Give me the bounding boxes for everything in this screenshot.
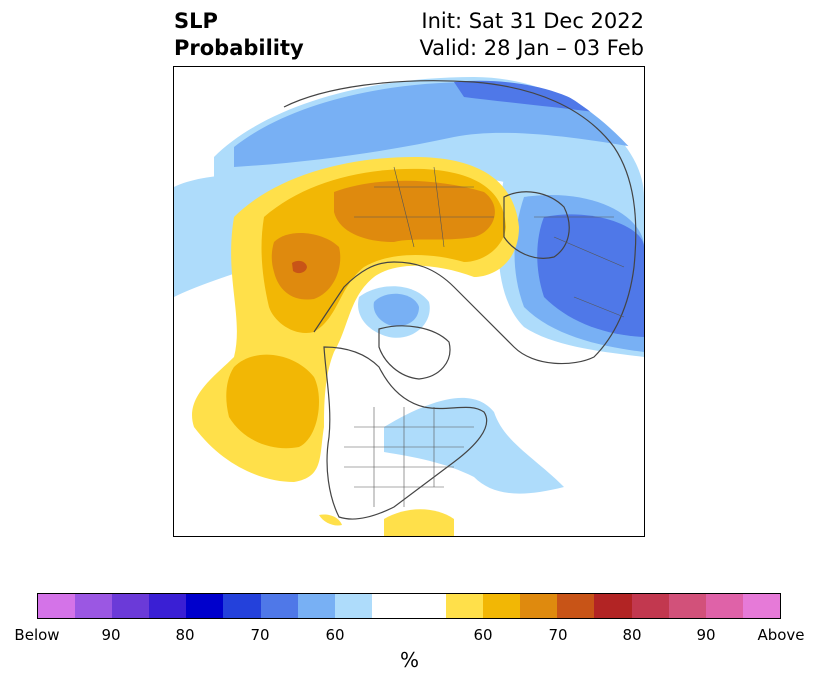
- forecast-dates: Init: Sat 31 Dec 2022 Valid: 28 Jan – 03…: [419, 8, 644, 62]
- below-normal-70-east: [537, 214, 644, 337]
- colorbar-tick-label: 60: [473, 626, 493, 644]
- title-line-1: SLP: [174, 9, 218, 33]
- colorbar-segment: [186, 594, 224, 618]
- colorbar-tick-label: Below: [14, 626, 60, 644]
- colorbar-tick-label: 60: [325, 626, 345, 644]
- colorbar-tick-label: 70: [548, 626, 568, 644]
- colorbar-segment: [112, 594, 150, 618]
- init-date: Init: Sat 31 Dec 2022: [421, 9, 644, 33]
- state-borders: [344, 407, 474, 507]
- probability-colorbar: [37, 593, 781, 619]
- above-normal-region-small: [319, 514, 342, 526]
- colorbar-segment: [557, 594, 595, 618]
- above-normal-70-siberia: [334, 180, 495, 242]
- map-title: SLP Probability: [174, 8, 304, 62]
- coastline-greenland: [378, 325, 451, 380]
- colorbar-segment: [371, 594, 447, 618]
- colorbar-segment: [297, 594, 335, 618]
- colorbar-unit-label: %: [399, 648, 419, 672]
- colorbar-segment: [594, 594, 632, 618]
- colorbar-segment: [38, 594, 76, 618]
- colorbar-tick-label: 70: [250, 626, 270, 644]
- country-borders: [354, 166, 625, 318]
- colorbar-segment: [446, 594, 484, 618]
- below-normal-region-atlantic: [384, 397, 564, 494]
- coastline-europe: [503, 191, 570, 259]
- colorbar-segment: [668, 594, 706, 618]
- colorbar-tick-label: Above: [757, 626, 805, 644]
- colorbar-segment: [75, 594, 113, 618]
- colorbar-segment: [334, 594, 372, 618]
- coastline-eurasia: [283, 80, 637, 365]
- below-normal-60-pole: [373, 293, 419, 327]
- colorbar-segment: [742, 594, 780, 618]
- map-canvas: [174, 77, 644, 536]
- colorbar-segment: [520, 594, 558, 618]
- colorbar-segment: [260, 594, 298, 618]
- colorbar-tick-label: 80: [175, 626, 195, 644]
- colorbar-segment: [149, 594, 187, 618]
- colorbar-ticks: Below 90 80 70 60 60 70 80 90 Above: [0, 626, 819, 646]
- valid-range: Valid: 28 Jan – 03 Feb: [419, 36, 644, 60]
- above-normal-60-pacific: [226, 354, 319, 449]
- colorbar-tick-label: 80: [622, 626, 642, 644]
- title-line-2: Probability: [174, 36, 304, 60]
- colorbar-tick-label: 90: [101, 626, 121, 644]
- colorbar-tick-label: 90: [696, 626, 716, 644]
- colorbar-segment: [631, 594, 669, 618]
- below-normal-70-north: [454, 80, 594, 112]
- probability-map: [173, 66, 645, 537]
- above-normal-80-spot: [292, 260, 307, 274]
- colorbar-segment: [223, 594, 261, 618]
- coastline-north-america: [323, 346, 488, 520]
- above-normal-region-south: [384, 509, 454, 536]
- colorbar-segment: [705, 594, 743, 618]
- colorbar-segment: [483, 594, 521, 618]
